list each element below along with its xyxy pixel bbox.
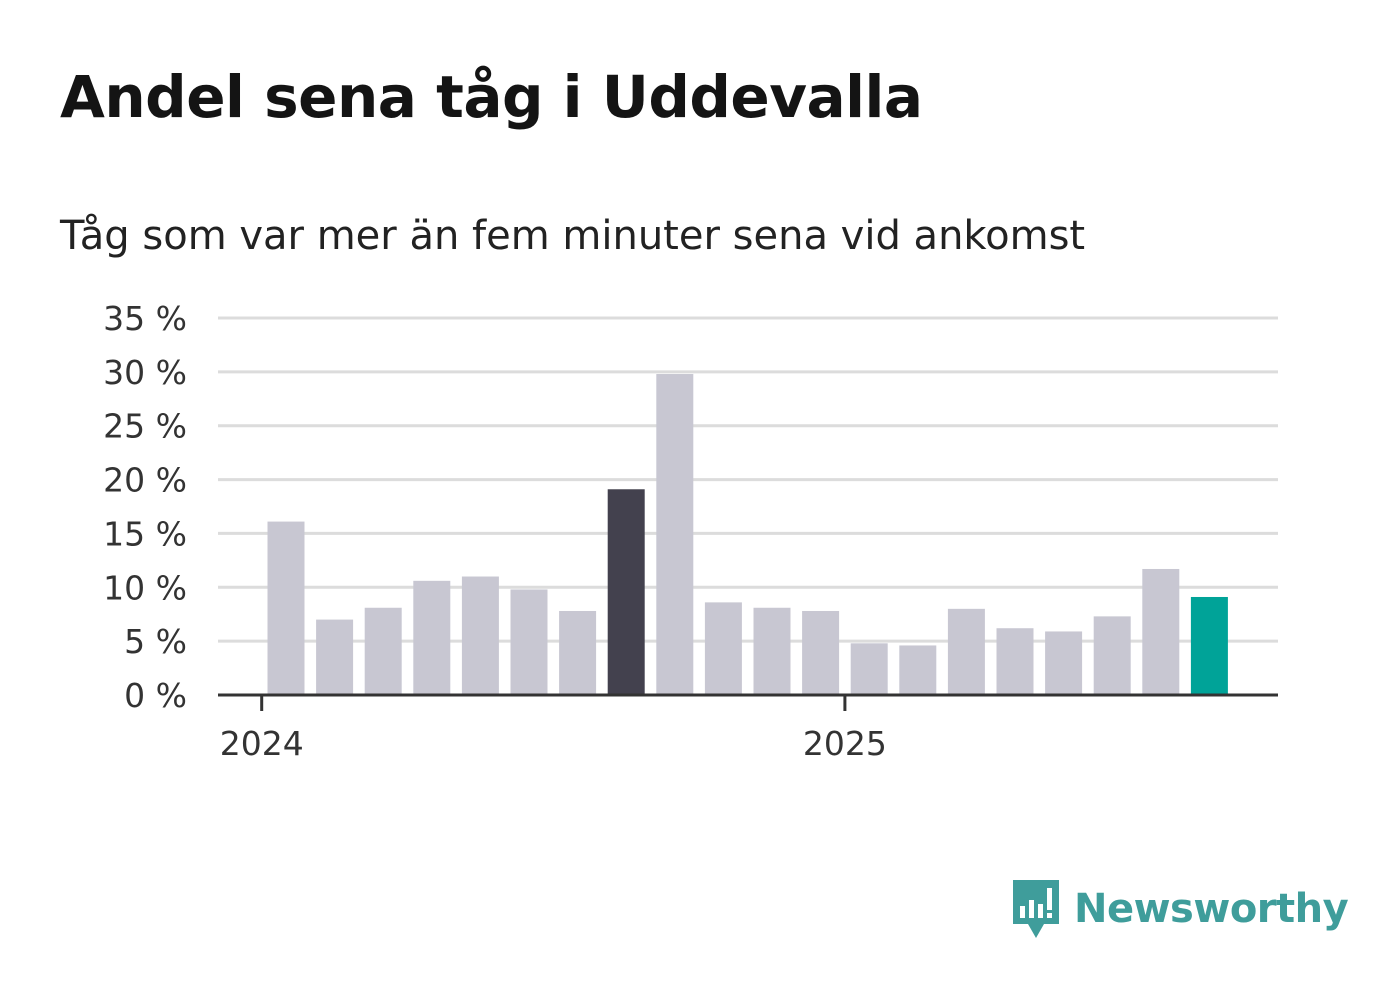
bar-13	[850, 643, 888, 695]
bar-17	[1045, 631, 1083, 695]
gridlines	[218, 316, 1278, 643]
x-tick-label: 2024	[220, 724, 304, 763]
bar-19	[1142, 568, 1180, 695]
x-tick-label: 2025	[803, 724, 887, 763]
y-tick-label: 15 %	[103, 514, 187, 553]
bar-12	[802, 610, 840, 695]
bar-16	[996, 628, 1034, 695]
y-tick-label: 5 %	[124, 622, 187, 661]
y-tick-label: 20 %	[103, 461, 187, 500]
y-tick-label: 30 %	[103, 353, 187, 392]
bar-3	[364, 607, 402, 695]
bar-2	[316, 619, 354, 695]
bar-10	[704, 602, 742, 695]
bar-series	[267, 374, 1228, 695]
bar-8	[607, 489, 645, 695]
bar-11	[753, 607, 791, 695]
bar-9	[656, 374, 694, 695]
axes	[218, 693, 1278, 711]
y-tick-label: 35 %	[103, 299, 187, 338]
y-tick-label: 25 %	[103, 407, 187, 446]
y-tick-label: 0 %	[124, 676, 187, 715]
chart-title: Andel sena tåg i Uddevalla	[60, 63, 923, 131]
bar-1	[267, 521, 305, 695]
y-tick-label: 10 %	[103, 568, 187, 607]
bar-5	[461, 576, 499, 695]
bar-14	[899, 645, 937, 695]
logo-text: Newsworthy	[1074, 886, 1349, 932]
bar-18	[1093, 616, 1131, 695]
newsworthy-logo: Newsworthy	[1010, 878, 1349, 940]
bar-15	[947, 608, 985, 695]
bar-20	[1190, 596, 1228, 695]
chart-subtitle: Tåg som var mer än fem minuter sena vid …	[60, 213, 1086, 259]
tick-labels: 0 % 5 % 10 % 15 % 20 % 25 % 30 % 35 % 2024 2025	[103, 299, 887, 763]
bar-4	[413, 580, 451, 695]
newsworthy-logo-icon	[1013, 880, 1059, 938]
bar-7	[559, 610, 597, 695]
bar-6	[510, 589, 548, 695]
